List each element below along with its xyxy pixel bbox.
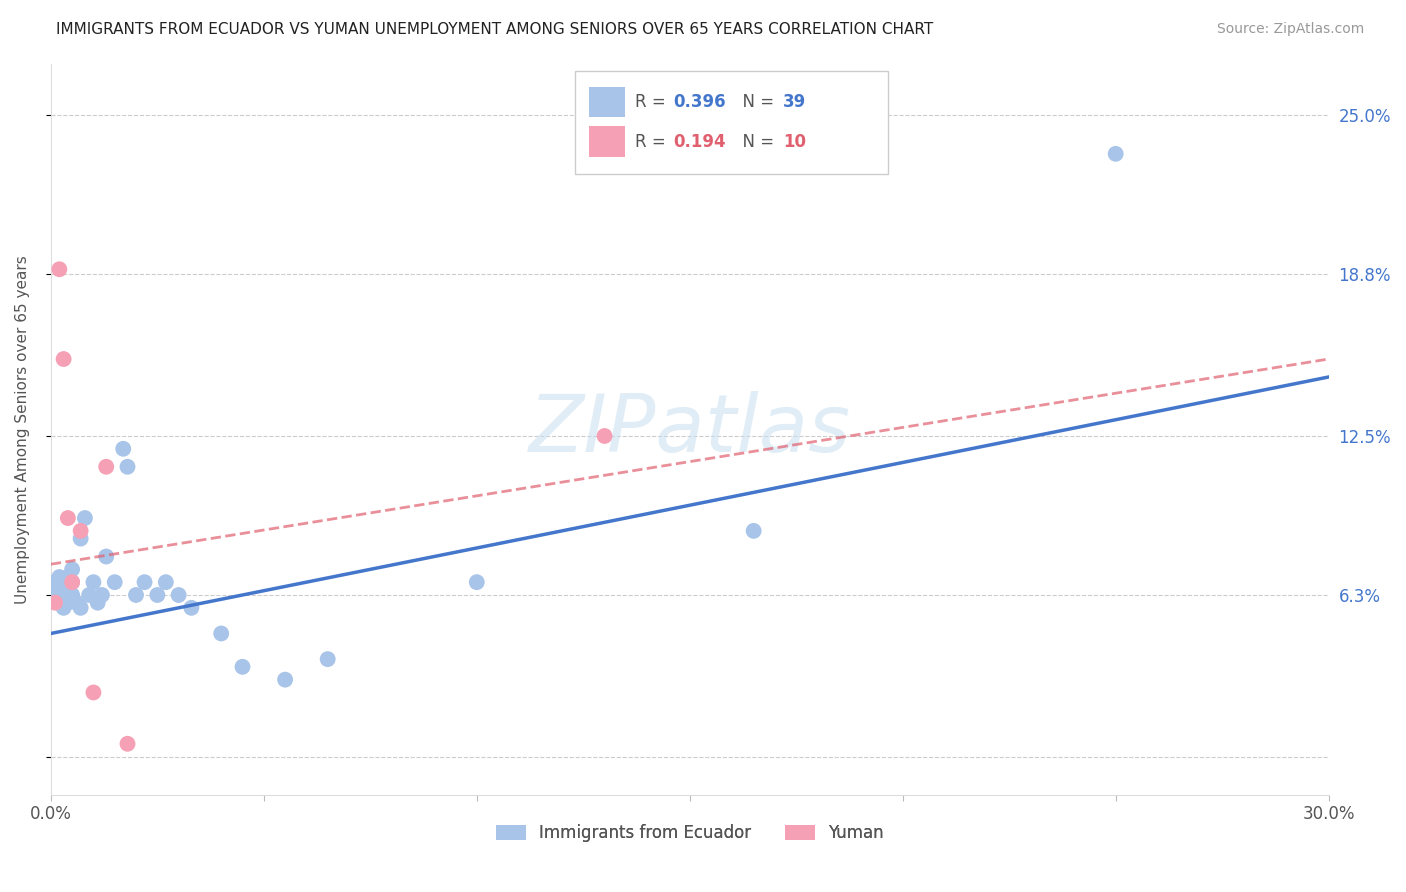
Point: [44, 596, 66, 610]
Point: [86, 596, 108, 610]
Text: 10: 10: [783, 133, 806, 152]
Point: [69, 532, 91, 546]
FancyBboxPatch shape: [589, 87, 624, 118]
Point: [146, 588, 169, 602]
Point: [48, 570, 70, 584]
Point: [60, 575, 83, 590]
Point: [104, 575, 127, 590]
Point: [60, 575, 83, 590]
Point: [134, 575, 156, 590]
Point: [96, 459, 118, 474]
Point: [465, 575, 488, 590]
Point: [77, 588, 100, 602]
Point: [56, 596, 79, 610]
Point: [56, 570, 79, 584]
Text: 39: 39: [783, 93, 806, 112]
Point: [56, 511, 79, 525]
Text: ZIPatlas: ZIPatlas: [529, 391, 851, 468]
Point: [69, 600, 91, 615]
Text: R =: R =: [634, 133, 671, 152]
Point: [44, 575, 66, 590]
Point: [48, 582, 70, 597]
Point: [56, 582, 79, 597]
Legend: Immigrants from Ecuador, Yuman: Immigrants from Ecuador, Yuman: [489, 818, 890, 849]
Point: [91, 588, 114, 602]
Text: IMMIGRANTS FROM ECUADOR VS YUMAN UNEMPLOYMENT AMONG SENIORS OVER 65 YEARS CORREL: IMMIGRANTS FROM ECUADOR VS YUMAN UNEMPLO…: [56, 22, 934, 37]
Point: [44, 588, 66, 602]
Point: [52, 351, 75, 366]
Point: [52, 600, 75, 615]
Y-axis label: Unemployment Among Seniors over 65 years: Unemployment Among Seniors over 65 years: [15, 255, 30, 604]
Text: 0.194: 0.194: [673, 133, 725, 152]
Point: [82, 575, 104, 590]
Text: R =: R =: [634, 93, 671, 112]
Point: [48, 596, 70, 610]
Point: [52, 575, 75, 590]
Point: [52, 588, 75, 602]
Text: N =: N =: [733, 93, 779, 112]
Point: [125, 588, 148, 602]
Point: [60, 562, 83, 576]
Point: [593, 429, 616, 443]
Point: [60, 588, 83, 602]
Point: [1105, 146, 1128, 161]
Text: 0.396: 0.396: [673, 93, 725, 112]
FancyBboxPatch shape: [589, 126, 624, 157]
Point: [82, 685, 104, 699]
Point: [742, 524, 765, 538]
Point: [96, 549, 118, 564]
Point: [155, 575, 177, 590]
Point: [112, 442, 135, 456]
Text: N =: N =: [733, 133, 779, 152]
Point: [209, 626, 232, 640]
Point: [180, 600, 202, 615]
FancyBboxPatch shape: [575, 71, 887, 174]
Point: [65, 596, 87, 610]
Point: [316, 652, 339, 666]
Point: [231, 660, 253, 674]
Point: [117, 737, 139, 751]
Text: Source: ZipAtlas.com: Source: ZipAtlas.com: [1216, 22, 1364, 37]
Point: [73, 511, 96, 525]
Point: [117, 459, 139, 474]
Point: [167, 588, 190, 602]
Point: [274, 673, 297, 687]
Point: [69, 524, 91, 538]
Point: [48, 262, 70, 277]
